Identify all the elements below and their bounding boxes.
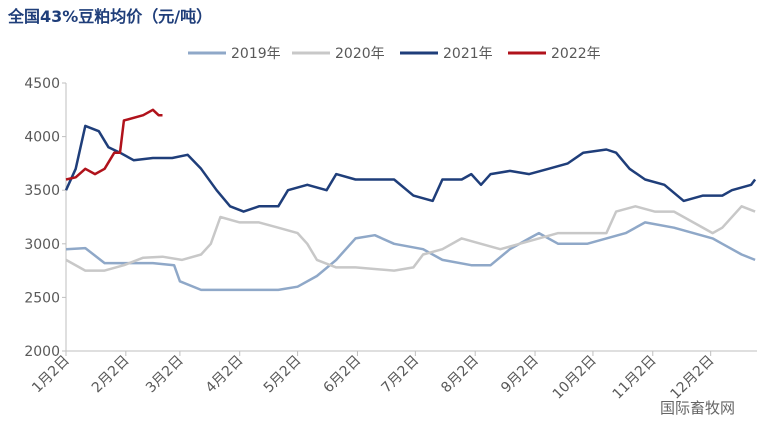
x-tick-label: 8月2日: [438, 353, 482, 397]
legend-label: 2021年: [443, 46, 493, 62]
x-tick-label: 6月2日: [321, 353, 365, 397]
x-tick-label: 10月2日: [550, 353, 600, 403]
x-tick-label: 5月2日: [261, 353, 305, 397]
chart-title: 全国43%豆粕均价（元/吨）: [7, 7, 212, 26]
y-tick-label: 4000: [24, 130, 60, 146]
legend-label: 2020年: [335, 46, 385, 62]
x-tick-label: 9月2日: [498, 353, 542, 397]
series-line: [65, 221, 756, 292]
x-tick-label: 2月2日: [89, 353, 133, 397]
x-tick-label: 4月2日: [203, 353, 247, 397]
y-tick-label: 2000: [24, 344, 60, 360]
watermark: 国际畜牧网: [660, 399, 735, 417]
x-tick-label: 7月2日: [378, 353, 422, 397]
series-line: [64, 124, 757, 213]
y-tick-label: 2500: [24, 290, 60, 306]
y-tick-label: 4500: [24, 76, 60, 92]
x-tick-label: 3月2日: [143, 353, 187, 397]
series-line: [65, 205, 756, 272]
x-tick-label: 12月2日: [667, 353, 717, 403]
y-tick-label: 3500: [24, 183, 60, 199]
x-tick-label: 11月2日: [610, 353, 660, 403]
y-tick-label: 3000: [24, 237, 60, 253]
series-line: [65, 108, 163, 181]
legend-label: 2019年: [231, 46, 281, 62]
legend-label: 2022年: [551, 46, 601, 62]
